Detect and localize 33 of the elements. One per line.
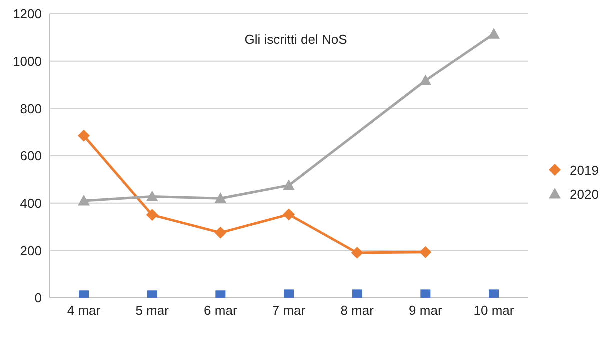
point [488,28,500,39]
x-tick-label: 6 mar [204,303,238,318]
point [420,246,432,258]
point [420,74,432,86]
point [352,290,362,298]
point [420,290,431,298]
text: Gli iscritti del NoS [244,32,348,47]
y-tick-label: 800 [20,101,42,116]
y-tick-label: 400 [20,196,42,211]
point [214,226,227,239]
x-tick-label: 10 mar [474,303,515,318]
point [146,209,158,222]
x-tick-label: 7 mar [272,303,306,318]
point [284,290,294,298]
y-tick-label: 600 [20,148,42,164]
point [78,130,90,142]
x-tick-label: 8 mar [340,303,375,318]
point [283,180,295,190]
point [146,190,158,202]
point [351,247,364,260]
y-tick-label: 200 [20,243,42,258]
y-tick-label: 1000 [13,54,42,69]
point [214,192,227,204]
y-tick-label: 1200 [13,6,42,22]
point [78,194,90,206]
y-tick-label: 0 [34,290,42,306]
x-tick-label: 4 mar [67,303,102,318]
point [489,290,499,298]
x-tick-label: 5 mar [136,303,170,318]
legend-label: 2020 [570,186,599,202]
legend-label: 2019 [570,162,599,178]
point [283,208,295,221]
x-tick-label: 9 mar [409,303,443,318]
